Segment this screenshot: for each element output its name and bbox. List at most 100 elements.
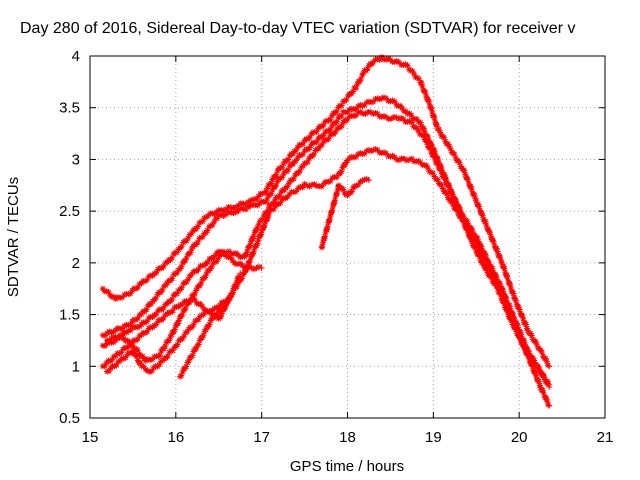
data-point (290, 175, 297, 182)
data-point (188, 324, 195, 331)
x-tick-label: 18 (339, 429, 356, 446)
data-point (464, 223, 471, 230)
data-point (232, 204, 239, 211)
data-point (262, 188, 269, 195)
data-point (160, 345, 167, 352)
data-point (370, 59, 377, 66)
data-point (483, 222, 490, 229)
data-point (439, 185, 446, 192)
data-point (265, 204, 272, 211)
data-point (356, 78, 363, 85)
data-point (423, 92, 430, 99)
data-point (149, 356, 156, 363)
data-point (139, 353, 146, 360)
data-point (333, 108, 340, 115)
data-point (144, 328, 151, 335)
data-point (299, 140, 306, 147)
data-point (467, 183, 474, 190)
data-point (250, 248, 257, 255)
data-point (229, 289, 236, 296)
data-point (409, 67, 416, 74)
data-point (206, 321, 213, 328)
data-point (106, 337, 113, 344)
data-point (401, 155, 408, 162)
data-point (346, 113, 353, 120)
data-point (102, 332, 109, 339)
data-point (285, 156, 292, 163)
data-point (413, 124, 420, 131)
data-point (253, 227, 260, 234)
data-point (372, 96, 379, 103)
data-point (158, 358, 165, 365)
data-point (147, 368, 154, 375)
data-point (160, 315, 167, 322)
data-point (428, 169, 435, 176)
data-point (187, 296, 194, 303)
data-point (202, 214, 209, 221)
data-point (353, 182, 360, 189)
data-point (261, 222, 268, 229)
data-point (479, 252, 486, 259)
data-point (411, 70, 418, 77)
data-point (121, 322, 128, 329)
data-point (185, 357, 192, 364)
data-point (447, 145, 454, 152)
data-point (196, 337, 203, 344)
data-point (479, 259, 486, 266)
data-point (435, 126, 442, 133)
data-point (205, 323, 212, 330)
data-point (215, 308, 222, 315)
data-point (357, 75, 364, 82)
data-point (173, 270, 180, 277)
data-point (198, 312, 205, 319)
data-point (481, 255, 488, 262)
data-point (194, 284, 201, 291)
data-point (190, 348, 197, 355)
data-point (443, 179, 450, 186)
data-point (536, 382, 543, 389)
data-point (188, 230, 195, 237)
data-point (396, 115, 402, 122)
data-point (406, 118, 413, 125)
data-point (370, 98, 377, 105)
data-point (327, 126, 334, 133)
data-point (431, 173, 438, 180)
data-point (106, 368, 113, 375)
data-point (218, 206, 225, 213)
data-point (521, 346, 528, 353)
data-point (259, 216, 266, 223)
data-point (143, 306, 150, 313)
data-point (473, 248, 480, 255)
data-point (437, 166, 444, 173)
data-point (281, 187, 288, 194)
data-point (136, 332, 143, 339)
data-point (528, 332, 535, 339)
data-point (428, 141, 435, 148)
data-point (383, 56, 390, 63)
data-point (254, 240, 261, 247)
data-point (194, 239, 201, 246)
data-point (471, 192, 478, 199)
data-point (178, 284, 185, 291)
data-point (428, 105, 435, 112)
data-point (138, 362, 145, 369)
data-point (188, 246, 195, 253)
data-point (496, 280, 503, 287)
data-point (346, 106, 353, 113)
data-point (237, 270, 244, 277)
data-point (240, 200, 247, 207)
data-point (284, 193, 291, 200)
data-point (194, 223, 201, 230)
data-point (461, 167, 468, 174)
data-point (434, 125, 441, 132)
data-point (240, 205, 247, 212)
data-point (178, 372, 185, 379)
data-point (179, 301, 186, 308)
data-point (453, 200, 460, 207)
data-point (446, 184, 453, 191)
data-point (106, 328, 113, 335)
data-point (353, 153, 360, 160)
data-point (510, 311, 517, 318)
data-point (469, 232, 476, 239)
x-tick-label: 15 (82, 429, 99, 446)
